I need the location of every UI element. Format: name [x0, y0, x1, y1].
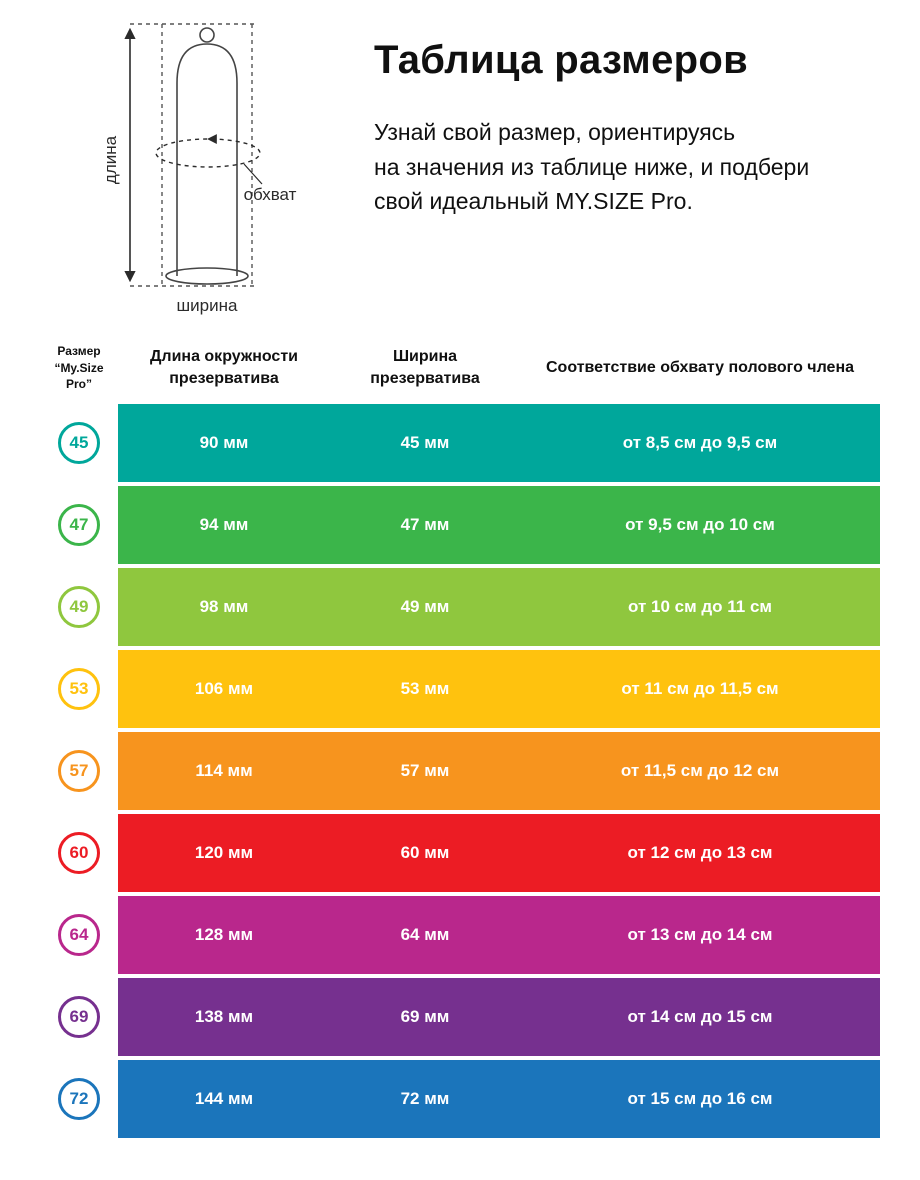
header-width-column: Ширина презерватива — [370, 348, 480, 387]
size-badge-cell: 60 — [40, 814, 118, 892]
header-size-column: Размер “My.Size Pro” — [54, 343, 104, 392]
girth-ellipse — [155, 134, 261, 168]
table-row: 45 90 мм 45 мм от 8,5 см до 9,5 см — [40, 404, 880, 482]
size-badge: 69 — [58, 996, 100, 1038]
width-cell: 57 мм — [400, 761, 450, 780]
row-color-band: 144 мм 72 мм от 15 см до 16 см — [118, 1060, 880, 1138]
girth-label: обхват — [244, 185, 297, 204]
header-girth-column: Соответствие обхвату полового члена — [545, 359, 855, 377]
table-row: 53 106 мм 53 мм от 11 см до 11,5 см — [40, 650, 880, 728]
condom-body-outline — [176, 43, 238, 276]
size-badge-cell: 69 — [40, 978, 118, 1056]
girth-cell: от 14 см до 15 см — [627, 1007, 773, 1026]
size-badge: 60 — [58, 832, 100, 874]
width-cell: 53 мм — [400, 679, 450, 698]
top-section: длина обхват ширина Таблица размеров Узн… — [0, 0, 920, 328]
size-badge-cell: 49 — [40, 568, 118, 646]
width-cell: 49 мм — [400, 597, 450, 616]
length-cell: 114 мм — [195, 761, 253, 780]
intro-section: Таблица размеров Узнай свой размер, орие… — [374, 8, 809, 328]
size-badge: 64 — [58, 914, 100, 956]
page-subtitle: Узнай свой размер, ориентируясь на значе… — [374, 119, 810, 214]
table-row: 57 114 мм 57 мм от 11,5 см до 12 см — [40, 732, 880, 810]
length-label: длина — [101, 135, 120, 184]
girth-cell: от 8,5 см до 9,5 см — [622, 433, 778, 452]
page-title: Таблица размеров — [374, 38, 748, 82]
girth-cell: от 13 см до 14 см — [627, 925, 773, 944]
row-color-band: 120 мм 60 мм от 12 см до 13 см — [118, 814, 880, 892]
length-cell: 128 мм — [194, 925, 254, 944]
size-badge-cell: 53 — [40, 650, 118, 728]
row-color-band: 114 мм 57 мм от 11,5 см до 12 см — [118, 732, 880, 810]
length-cell: 106 мм — [194, 679, 254, 698]
table-row: 72 144 мм 72 мм от 15 см до 16 см — [40, 1060, 880, 1138]
row-color-band: 138 мм 69 мм от 14 см до 15 см — [118, 978, 880, 1056]
size-badge: 47 — [58, 504, 100, 546]
length-cell: 90 мм — [199, 433, 249, 452]
size-badge-cell: 45 — [40, 404, 118, 482]
table-header-row: Размер “My.Size Pro” Длина окружности пр… — [40, 332, 880, 404]
size-badge: 72 — [58, 1078, 100, 1120]
condom-tip — [199, 27, 215, 43]
width-label: ширина — [177, 296, 238, 315]
width-cell: 69 мм — [400, 1007, 450, 1026]
girth-cell: от 12 см до 13 см — [627, 843, 773, 862]
size-badge: 45 — [58, 422, 100, 464]
girth-cell: от 15 см до 16 см — [627, 1089, 773, 1108]
girth-cell: от 9,5 см до 10 см — [625, 515, 775, 534]
girth-cell: от 11 см до 11,5 см — [621, 679, 779, 698]
row-color-band: 106 мм 53 мм от 11 см до 11,5 см — [118, 650, 880, 728]
length-cell: 138 мм — [194, 1007, 254, 1026]
size-badge-cell: 72 — [40, 1060, 118, 1138]
table-row: 47 94 мм 47 мм от 9,5 см до 10 см — [40, 486, 880, 564]
width-cell: 45 мм — [400, 433, 450, 452]
row-color-band: 128 мм 64 мм от 13 см до 14 см — [118, 896, 880, 974]
width-cell: 47 мм — [400, 515, 450, 534]
size-badge-cell: 47 — [40, 486, 118, 564]
size-badge: 57 — [58, 750, 100, 792]
length-cell: 98 мм — [199, 597, 249, 616]
table-row: 69 138 мм 69 мм от 14 см до 15 см — [40, 978, 880, 1056]
size-table: Размер “My.Size Pro” Длина окружности пр… — [40, 332, 880, 1138]
girth-pointer-line — [243, 163, 263, 185]
width-cell: 64 мм — [400, 925, 450, 944]
girth-cell: от 11,5 см до 12 см — [620, 761, 780, 780]
header-length-column: Длина окружности презерватива — [150, 348, 298, 387]
condom-measurement-diagram: длина обхват ширина — [101, 23, 297, 315]
product-diagram: длина обхват ширина — [92, 8, 342, 328]
size-badge: 53 — [58, 668, 100, 710]
length-cell: 94 мм — [199, 515, 249, 534]
length-cell: 144 мм — [194, 1089, 254, 1108]
size-badge-cell: 57 — [40, 732, 118, 810]
width-cell: 72 мм — [400, 1089, 450, 1108]
table-row: 49 98 мм 49 мм от 10 см до 11 см — [40, 568, 880, 646]
size-badge: 49 — [58, 586, 100, 628]
condom-base-rim — [165, 267, 249, 285]
table-row: 64 128 мм 64 мм от 13 см до 14 см — [40, 896, 880, 974]
row-color-band: 94 мм 47 мм от 9,5 см до 10 см — [118, 486, 880, 564]
length-cell: 120 мм — [194, 843, 254, 862]
width-cell: 60 мм — [400, 843, 450, 862]
table-row: 60 120 мм 60 мм от 12 см до 13 см — [40, 814, 880, 892]
row-color-band: 98 мм 49 мм от 10 см до 11 см — [118, 568, 880, 646]
girth-cell: от 10 см до 11 см — [627, 597, 773, 616]
size-badge-cell: 64 — [40, 896, 118, 974]
row-color-band: 90 мм 45 мм от 8,5 см до 9,5 см — [118, 404, 880, 482]
